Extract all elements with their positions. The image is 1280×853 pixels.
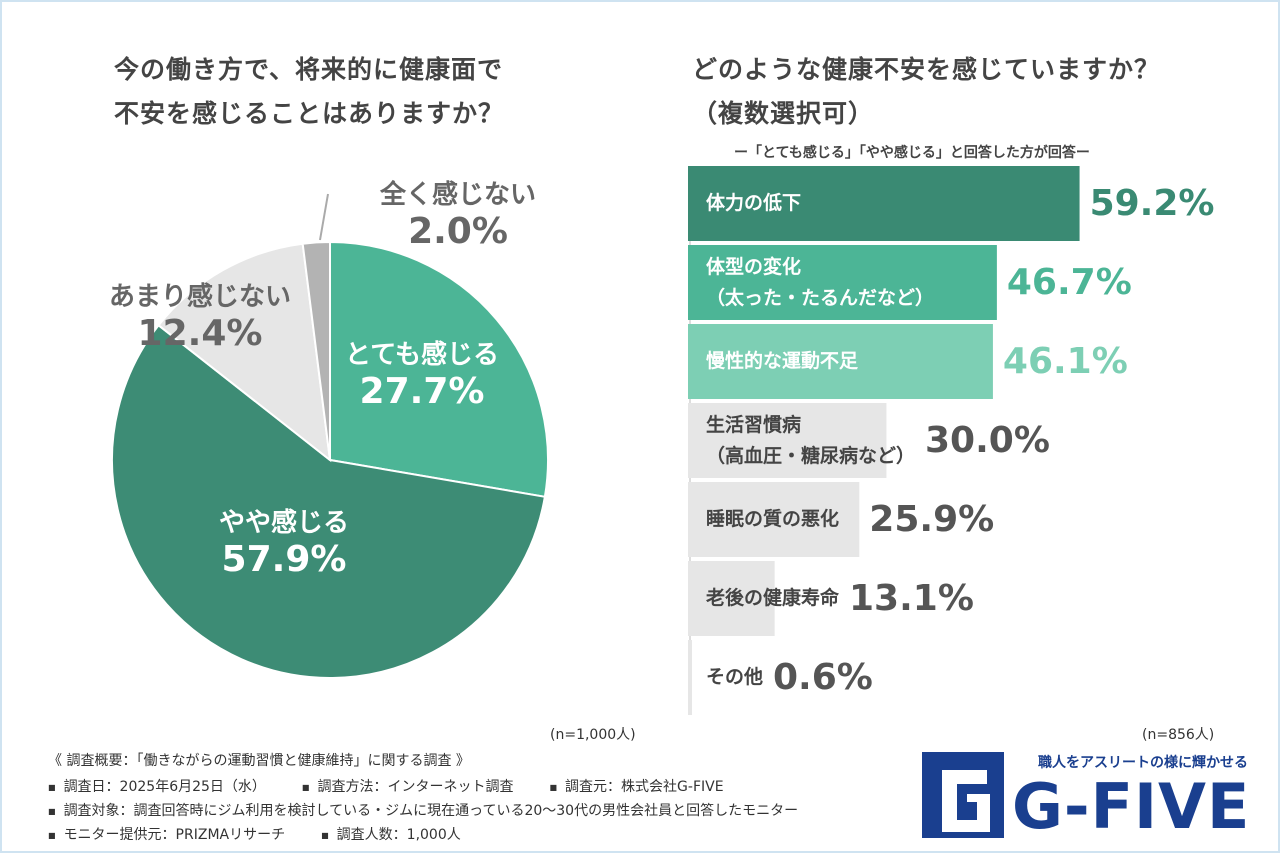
bar-category: 老後の健康寿命	[706, 587, 840, 609]
bar	[688, 403, 887, 478]
bar-value: 0.6%	[773, 657, 873, 698]
pie-slice	[111, 323, 547, 679]
pie-value: 2.0%	[408, 211, 508, 252]
pie-label: 全く感じない 2.0%	[348, 174, 568, 252]
pie-label: あまり感じない 12.4%	[90, 276, 310, 354]
footer-rows: 調査日：2025年6月25日（水） 調査方法：インターネット調査 調査元：株式会社G…	[48, 776, 834, 848]
footer-item: 調査日：2025年6月25日（水）	[48, 779, 266, 795]
bar	[688, 324, 993, 399]
pie-value: 27.7%	[359, 371, 485, 412]
pie-category: 全く感じない	[379, 180, 536, 210]
logo-name: G-FIVE	[1012, 770, 1251, 843]
pie-category: あまり感じない	[108, 282, 291, 312]
bar-category: 慢性的な運動不足	[706, 350, 859, 372]
bar-category: その他	[706, 666, 764, 688]
bar	[688, 245, 997, 320]
bar-subtitle: ー「とても感じる」「やや感じる」と回答した方が回答ー	[734, 145, 1090, 161]
pie-category: やや感じる	[218, 508, 349, 538]
pie-label: やや感じる 57.9%	[174, 502, 394, 580]
footer-row: 調査対象：調査回答時にジム利用を検討している・ジムに現在通っている20〜30代の…	[48, 800, 834, 824]
footer-item: モニター提供元：PRIZMAリサーチ	[48, 827, 285, 843]
footer-heading: 《 調査概要：「働きながらの運動習慣と健康維持」に関する調査 》	[48, 753, 470, 769]
bar-value: 30.0%	[925, 420, 1050, 461]
footer-row: モニター提供元：PRIZMAリサーチ 調査人数：1,000人	[48, 824, 834, 848]
pie-slice	[329, 240, 550, 498]
bar	[688, 640, 692, 715]
logo-mark	[922, 752, 1004, 838]
bar-value: 59.2%	[1089, 183, 1215, 224]
bar-value: 13.1%	[849, 578, 974, 619]
footer-row: 調査日：2025年6月25日（水） 調査方法：インターネット調査 調査元：株式会社G…	[48, 776, 834, 800]
bar-value: 46.7%	[1006, 262, 1132, 303]
footer-item: 調査方法：インターネット調査	[302, 779, 514, 795]
bar-category: 生活習慣病 （高血圧・糖尿病など）	[706, 413, 916, 467]
bar	[688, 561, 775, 636]
pie-value: 12.4%	[137, 313, 263, 354]
bar-category: 体型の変化 （太った・たるんだなど）	[706, 255, 935, 309]
pie-value: 57.9%	[221, 539, 347, 580]
pie-slice	[301, 240, 331, 461]
pie-title: 今の働き方で、将来的に健康面で 不安を感じることはありますか？	[114, 55, 505, 128]
bar-title: どのような健康不安を感じていますか？ （複数選択可）	[692, 55, 1161, 128]
footer-item: 調査対象：調査回答時にジム利用を検討している・ジムに現在通っている20〜30代の…	[48, 803, 798, 819]
bar-value: 25.9%	[869, 499, 995, 540]
leader-line	[319, 193, 329, 241]
pie-note: (n=1,000人)	[550, 727, 636, 743]
pie-category: とても感じる	[345, 340, 499, 370]
bar	[688, 166, 1080, 241]
bar-category: 睡眠の質の悪化	[706, 508, 840, 530]
pie-label: とても感じる 27.7%	[312, 334, 532, 412]
pie-slice	[157, 242, 332, 463]
bar-category: 体力の低下	[706, 192, 802, 214]
bar-value: 46.1%	[1002, 341, 1128, 382]
bar-note: (n=856人)	[1142, 727, 1215, 743]
footer-item: 調査元：株式会社G-FIVE	[549, 779, 723, 795]
bar	[688, 482, 860, 557]
footer-item: 調査人数：1,000人	[321, 827, 461, 843]
logo-tagline: 職人をアスリートの様に輝かせる	[1038, 755, 1248, 771]
